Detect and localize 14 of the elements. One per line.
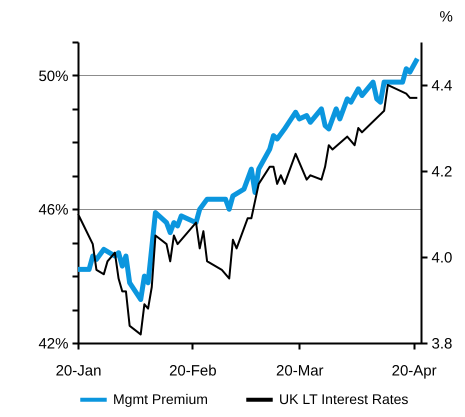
y2-axis-title: % [440, 8, 453, 26]
x-tick-label: 20-Feb [169, 362, 217, 380]
x-tick-label: 20-Jan [56, 362, 102, 380]
y2-tick-label: 3.8 [432, 336, 452, 352]
x-tick-label: 20-Mar [276, 362, 324, 380]
y-tick-label: 46% [38, 202, 68, 219]
y2-tick-label: 4.4 [432, 78, 452, 94]
y-tick-label: 50% [38, 68, 68, 85]
y-tick-label: 42% [38, 336, 68, 352]
legend-label: UK LT Interest Rates [279, 390, 408, 407]
x-tick-label: 20-Apr [392, 362, 437, 380]
y2-tick-label: 4.2 [432, 164, 452, 180]
y2-tick-label: 4.0 [432, 250, 452, 266]
legend-label: Mgmt Premium [113, 390, 208, 407]
